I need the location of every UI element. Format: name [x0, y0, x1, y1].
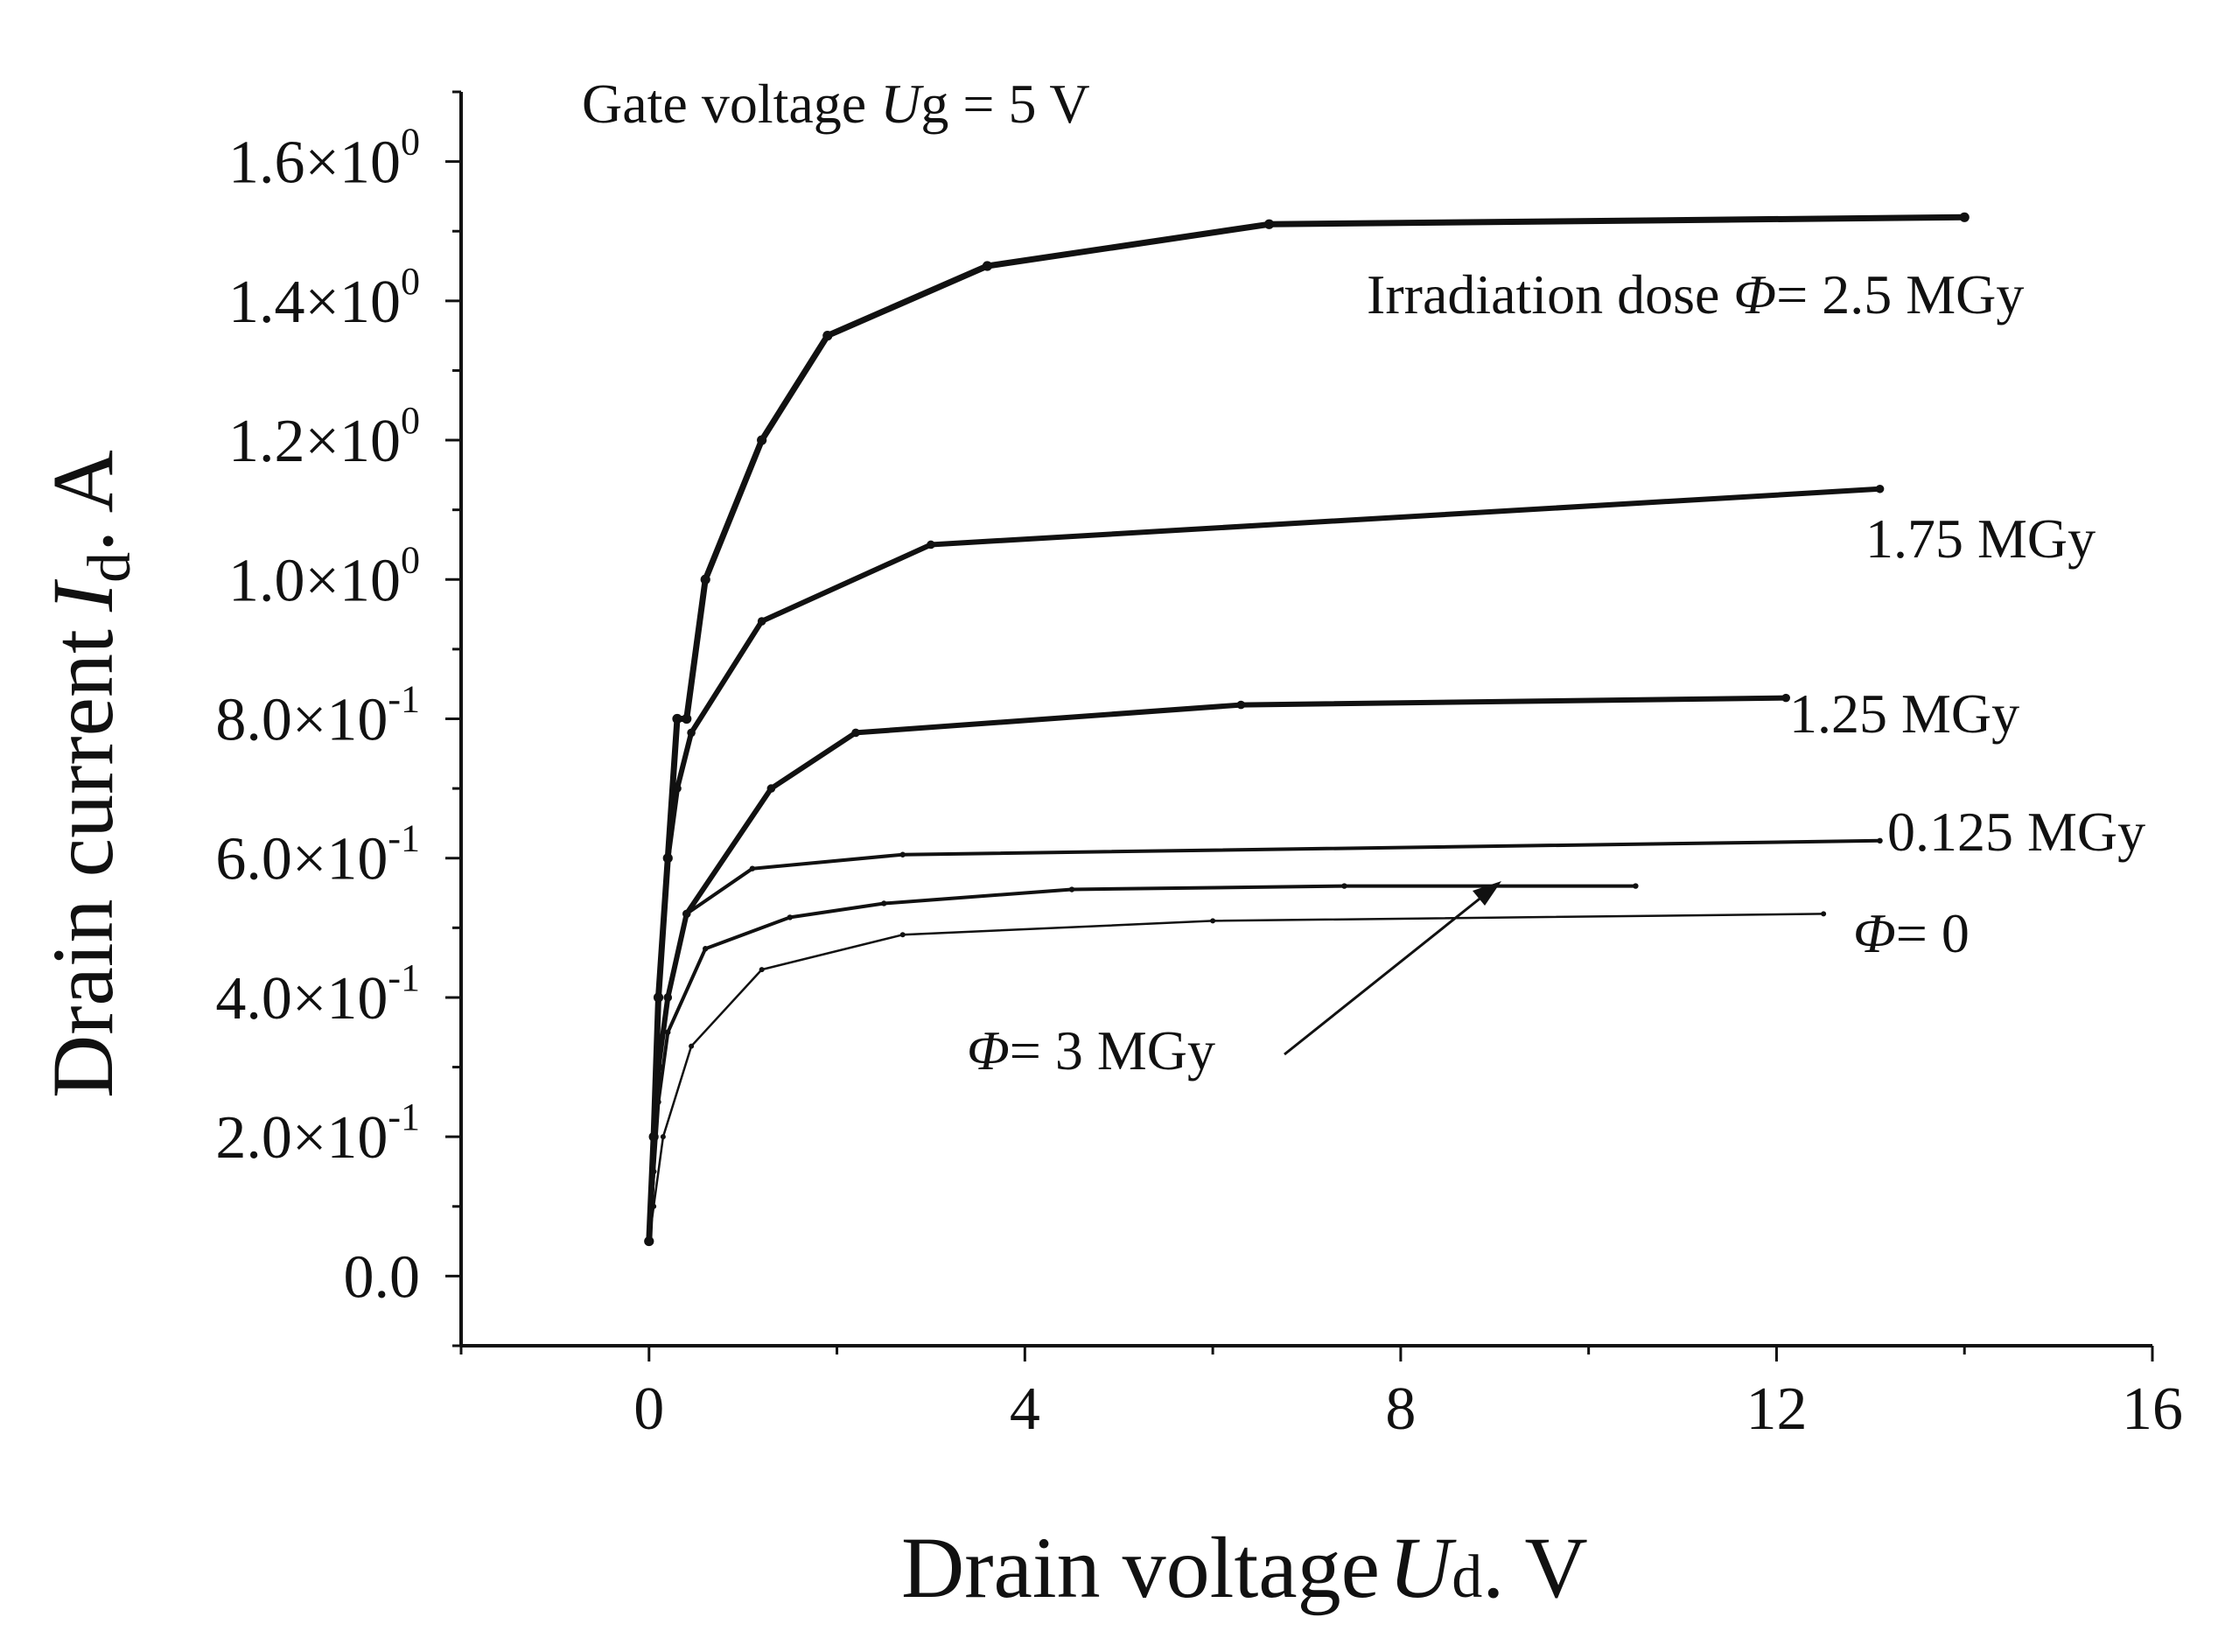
series-line-0 — [646, 214, 1968, 1245]
label-phi-3-mgy: Φ= 3 MGy — [967, 1019, 1215, 1082]
series-line-1 — [646, 486, 1883, 1244]
x-tick-label: 0 — [633, 1376, 664, 1443]
x-tick-label: 16 — [2122, 1376, 2183, 1443]
data-point — [700, 574, 710, 584]
data-point — [687, 728, 696, 738]
data-point — [1959, 212, 1970, 222]
series-line-3 — [647, 838, 1882, 1243]
series-line-2 — [646, 695, 1789, 1244]
data-point — [757, 617, 766, 626]
label-phi-0: Φ= 0 — [1853, 902, 1970, 964]
data-point — [787, 914, 794, 920]
x-tick-label: 12 — [1746, 1376, 1807, 1443]
data-point — [1341, 883, 1347, 889]
data-point — [1821, 911, 1827, 917]
gate-voltage-annotation: Gate voltage Ug = 5 V — [582, 73, 1090, 135]
y-tick-label: 6.0×10-1 — [215, 817, 420, 893]
data-point — [665, 1029, 671, 1035]
data-point — [649, 1132, 658, 1141]
data-point — [651, 1203, 657, 1209]
x-tick-label: 8 — [1385, 1376, 1416, 1443]
data-point — [650, 1168, 657, 1175]
phi-3-mgy-arrow-line — [1284, 891, 1488, 1056]
data-point — [822, 331, 833, 341]
y-tick-label: 1.0×100 — [228, 538, 420, 614]
data-point — [757, 435, 767, 445]
data-point — [655, 1064, 661, 1070]
data-point — [672, 713, 682, 724]
data-point — [1068, 886, 1075, 892]
label-2.5-mgy: Irradiation dose Φ= 2.5 MGy — [1367, 263, 2024, 326]
y-tick-label: 0.0 — [344, 1243, 421, 1311]
data-point — [766, 784, 776, 793]
data-point — [1781, 693, 1790, 703]
y-tick-label: 1.4×100 — [228, 260, 420, 336]
data-point — [663, 853, 673, 863]
label-0.125-mgy: 0.125 MGy — [1887, 801, 2145, 863]
data-point — [899, 851, 906, 858]
data-point — [665, 994, 671, 1001]
y-tick-label: 1.2×100 — [228, 399, 420, 475]
x-axis-title: Drain voltage Ud. V — [901, 1519, 1588, 1616]
data-point — [749, 865, 756, 872]
phi-3-mgy-arrow-head — [1473, 881, 1501, 906]
data-point — [851, 728, 860, 738]
label-1.75-mgy: 1.75 MGy — [1865, 508, 2096, 570]
data-point — [660, 1134, 666, 1140]
data-point — [654, 993, 663, 1002]
data-point — [1210, 918, 1216, 924]
data-point — [673, 784, 682, 793]
y-tick-label: 8.0×10-1 — [215, 678, 420, 754]
label-1.25-mgy: 1.25 MGy — [1789, 682, 2019, 745]
data-point — [1263, 219, 1275, 229]
data-point — [1875, 484, 1885, 494]
y-tick-label: 2.0×10-1 — [215, 1096, 420, 1172]
y-tick-label: 4.0×10-1 — [215, 956, 420, 1032]
data-point — [1236, 700, 1246, 710]
data-point — [759, 967, 765, 973]
data-point — [683, 911, 689, 917]
data-point — [881, 900, 887, 906]
y-tick-label: 1.6×100 — [228, 121, 420, 197]
data-point — [703, 946, 709, 952]
data-point — [1633, 883, 1639, 889]
data-point — [927, 540, 935, 550]
data-point — [982, 261, 992, 271]
data-point — [682, 713, 692, 724]
data-point — [899, 932, 906, 938]
data-point — [1877, 837, 1883, 844]
series-line-4 — [647, 913, 1825, 1242]
y-axis-title: Drain currentId. A — [34, 450, 143, 1098]
data-point — [689, 1043, 695, 1049]
data-point — [646, 1238, 652, 1244]
x-tick-label: 4 — [1010, 1376, 1040, 1443]
data-point — [655, 1099, 661, 1105]
